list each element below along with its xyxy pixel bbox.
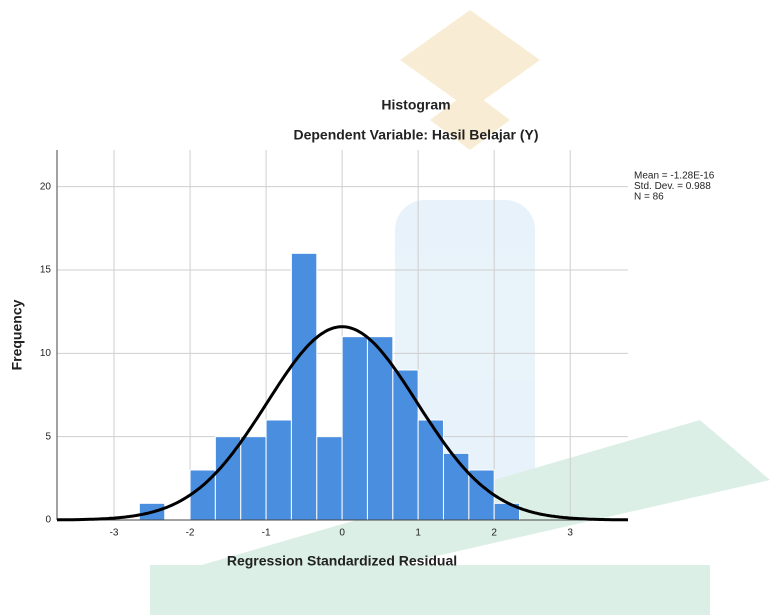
y-tick-label: 0 [45, 515, 51, 526]
watermark [150, 10, 770, 615]
x-tick-label: -1 [262, 528, 271, 539]
bar [290, 252, 318, 521]
bar [366, 336, 394, 521]
bar [392, 369, 419, 521]
y-tick-label: 15 [40, 265, 52, 276]
y-tick-label: 10 [40, 348, 52, 359]
x-tick-label: -2 [186, 528, 195, 539]
x-axis-label: Regression Standardized Residual [227, 553, 457, 569]
chart-title: Histogram [381, 97, 450, 113]
chart-subtitle: Dependent Variable: Hasil Belajar (Y) [293, 127, 538, 143]
bar [442, 452, 470, 521]
bar [265, 419, 292, 521]
x-tick-label: -3 [110, 528, 119, 539]
normal-curve [56, 325, 629, 522]
x-tick-label: 2 [491, 528, 497, 539]
y-tick-label: 5 [45, 431, 51, 442]
bar [316, 436, 343, 521]
bar [341, 336, 368, 521]
stats-annotation: N = 86 [634, 192, 664, 203]
y-axis-label: Frequency [9, 299, 25, 370]
x-tick-label: 1 [415, 528, 421, 539]
x-tick-label: 3 [567, 528, 573, 539]
stats-annotation: Mean = -1.28E-16 [634, 171, 715, 182]
stats-annotation: Std. Dev. = 0.988 [634, 181, 711, 192]
x-tick-label: 0 [339, 528, 345, 539]
bar [240, 436, 267, 521]
y-tick-label: 20 [40, 181, 52, 192]
